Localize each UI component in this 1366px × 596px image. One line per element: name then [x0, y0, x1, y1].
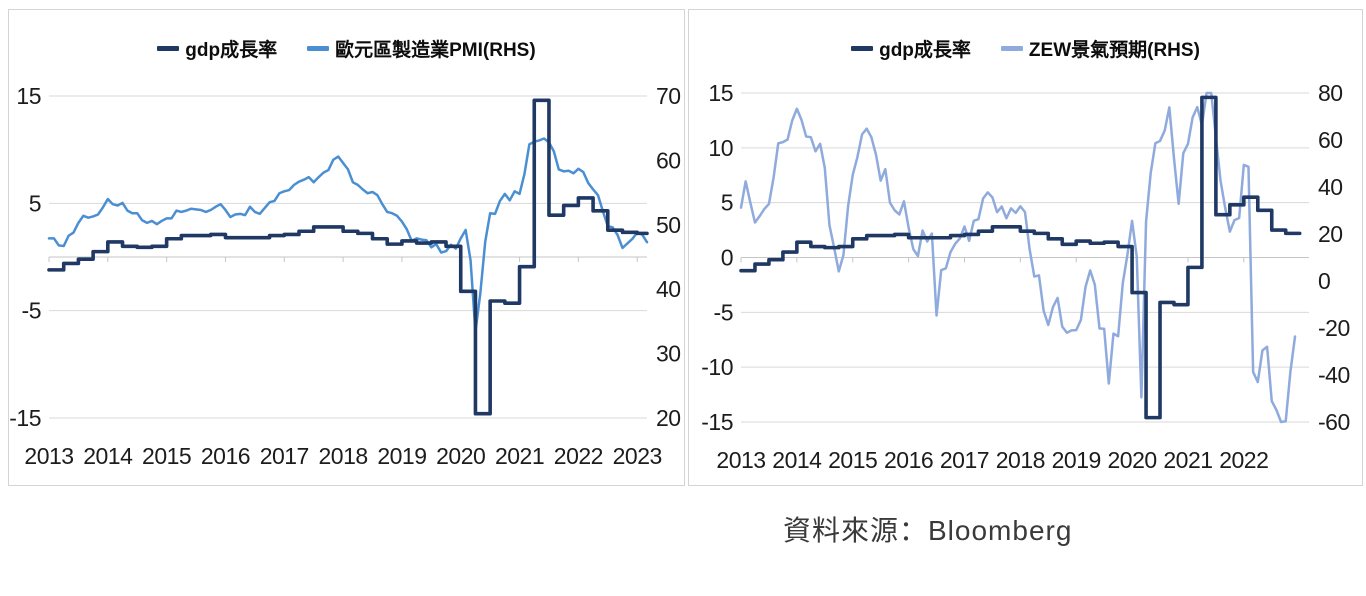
x-tick-label: 2015	[142, 443, 191, 469]
right-axis-tick-label: -20	[1318, 315, 1350, 341]
left-axis-tick-label: -5	[714, 299, 733, 325]
right-axis-tick-label: 80	[1318, 80, 1343, 106]
right-axis-tick-label: 40	[656, 276, 681, 302]
right-axis-tick-label: 0	[1318, 268, 1330, 294]
gdp-pmi-chart-legend: gdp成長率 歐元區製造業PMI(RHS)	[9, 35, 684, 62]
right-axis-tick-label: 60	[1318, 127, 1343, 153]
left-axis-tick-label: -15	[701, 409, 733, 435]
left-axis-tick-label: 5	[29, 190, 41, 216]
legend-label-gdp: gdp成長率	[879, 40, 971, 61]
x-tick-label: 2019	[1052, 447, 1101, 473]
x-tick-label: 2021	[495, 443, 544, 469]
legend-item-zew: ZEW景氣預期(RHS)	[1000, 35, 1200, 62]
gdp-line-legend-marker	[157, 46, 180, 51]
gdp-zew-chart-legend: gdp成長率 ZEW景氣預期(RHS)	[689, 35, 1362, 62]
gdp-pmi-chart-panel: 2013 2014 2015 2016 2017 2018 2019 2020 2021 2022…	[8, 9, 685, 486]
pmi-line	[47, 137, 649, 333]
x-tick-label: 2016	[884, 447, 933, 473]
legend-label-zew: ZEW景氣預期(RHS)	[1028, 40, 1200, 61]
right-axis-tick-label: -60	[1318, 409, 1350, 435]
gdp-pmi-chart-canvas: 2013 2014 2015 2016 2017 2018 2019 2020 2021 2022…	[9, 83, 681, 469]
x-tick-label: 2020	[436, 443, 485, 469]
x-tick-label: 2016	[201, 443, 250, 469]
right-axis-tick-label: 40	[1318, 174, 1343, 200]
left-axis-tick-label: 15	[708, 80, 733, 106]
left-axis-tick-label: 5	[721, 190, 733, 216]
x-tick-label: 2019	[377, 443, 426, 469]
right-axis-tick-label: -40	[1318, 362, 1350, 388]
x-tick-label: 2014	[772, 447, 822, 473]
left-axis-tick-label: 10	[708, 135, 733, 161]
gdp-zew-chart-canvas: 2013 2014 2015 2016 2017 2018 2019 2020 2021 2022…	[701, 80, 1350, 473]
x-tick-label: 2013	[24, 443, 73, 469]
source-note: 資料來源：Bloomberg	[783, 515, 1073, 546]
x-tick-label: 2022	[1219, 447, 1268, 473]
x-tick-label: 2017	[940, 447, 989, 473]
x-tick-label: 2013	[716, 447, 765, 473]
left-axis-tick-label: -5	[22, 298, 41, 324]
right-axis-tick-label: 60	[656, 147, 681, 173]
x-tick-label: 2023	[613, 443, 662, 469]
legend-label-pmi: 歐元區製造業PMI(RHS)	[335, 40, 536, 61]
x-tick-label: 2020	[1107, 447, 1156, 473]
left-axis-tick-label: 15	[16, 83, 41, 109]
gdp-line-legend-marker	[851, 46, 874, 51]
right-axis-tick-label: 70	[656, 83, 681, 109]
right-axis-tick-label: 20	[1318, 221, 1343, 247]
zew-line-legend-marker	[1000, 46, 1023, 51]
right-axis-tick-label: 30	[656, 341, 681, 367]
x-tick-label: 2014	[83, 443, 133, 469]
x-tick-label: 2021	[1163, 447, 1212, 473]
legend-item-gdp: gdp成長率	[157, 35, 277, 62]
x-tick-label: 2018	[996, 447, 1045, 473]
x-tick-label: 2022	[554, 443, 603, 469]
x-tick-label: 2018	[319, 443, 368, 469]
x-tick-label: 2015	[828, 447, 877, 473]
gdp-line	[739, 95, 1302, 420]
gdp-line	[47, 98, 649, 416]
right-axis-tick-label: 50	[656, 212, 681, 238]
left-axis-tick-label: -15	[9, 405, 41, 431]
right-axis-tick-label: 20	[656, 405, 681, 431]
legend-item-pmi: 歐元區製造業PMI(RHS)	[307, 35, 536, 62]
x-tick-label: 2017	[260, 443, 309, 469]
legend-item-gdp: gdp成長率	[851, 35, 971, 62]
legend-label-gdp: gdp成長率	[185, 40, 278, 61]
pmi-line-legend-marker	[307, 46, 330, 51]
left-axis-tick-label: 0	[721, 245, 733, 271]
gdp-zew-chart-panel: 2013 2014 2015 2016 2017 2018 2019 2020 2021 2022…	[688, 9, 1363, 486]
left-axis-tick-label: -10	[701, 354, 733, 380]
